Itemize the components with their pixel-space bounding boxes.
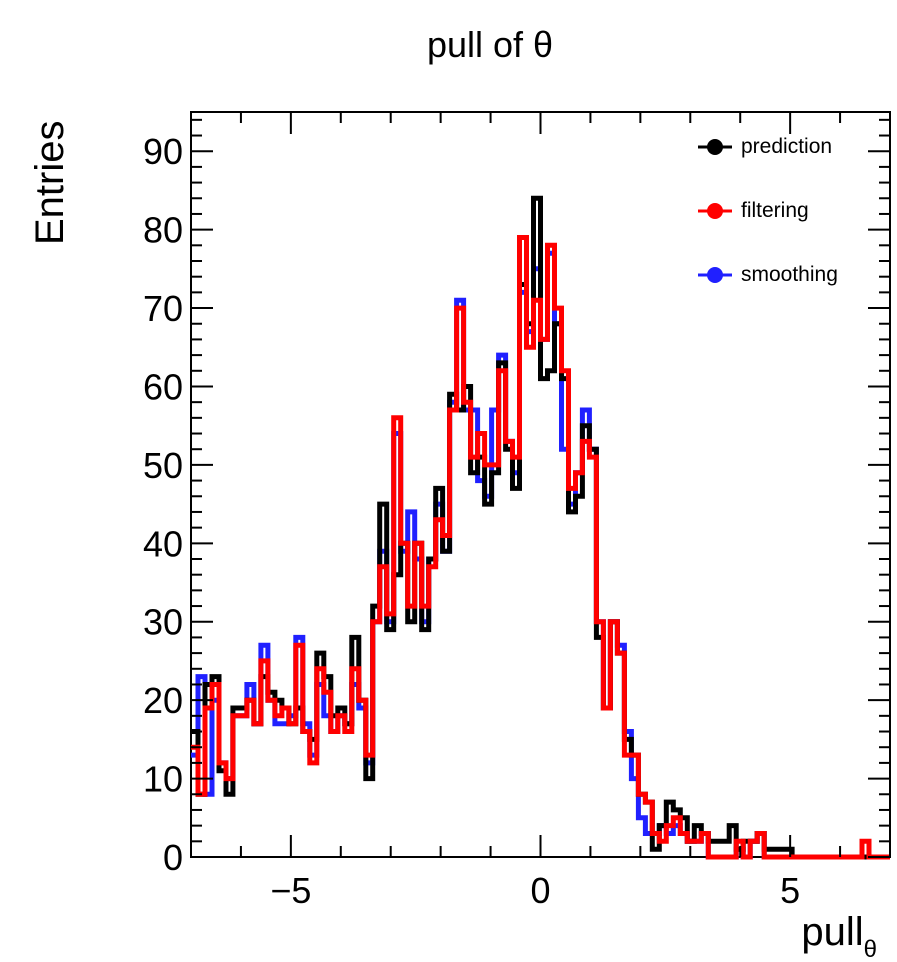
legend-prediction-label: prediction bbox=[741, 135, 832, 158]
legend: prediction filtering smoothing bbox=[698, 135, 838, 286]
legend-filtering-marker bbox=[707, 203, 723, 219]
histogram-layer bbox=[191, 195, 890, 860]
y-axis-label: Entries bbox=[28, 121, 72, 246]
x-axis-label-main: pull bbox=[801, 910, 863, 954]
x-tick-label: 5 bbox=[780, 870, 800, 911]
y-tick-label: 70 bbox=[143, 288, 183, 329]
chart-title: pull of θ bbox=[427, 24, 553, 65]
y-tick-label: 10 bbox=[143, 759, 183, 800]
x-axis-label: pullθ bbox=[801, 910, 877, 962]
series-prediction-line bbox=[191, 195, 890, 860]
legend-filtering-label: filtering bbox=[741, 199, 809, 222]
x-tick-label: −5 bbox=[270, 870, 311, 911]
y-tick-label: 90 bbox=[143, 131, 183, 172]
y-tick-label: 20 bbox=[143, 680, 183, 721]
series-filtering-line bbox=[191, 235, 890, 860]
y-tick-label: 80 bbox=[143, 210, 183, 251]
legend-smoothing-label: smoothing bbox=[741, 263, 838, 286]
y-tick-label: 40 bbox=[143, 523, 183, 564]
legend-prediction-marker bbox=[707, 139, 723, 155]
y-tick-label: 60 bbox=[143, 366, 183, 407]
x-axis-label-subscript: θ bbox=[864, 936, 877, 962]
y-tick-label: 0 bbox=[163, 837, 183, 878]
y-tick-label: 50 bbox=[143, 445, 183, 486]
legend-smoothing-marker bbox=[707, 267, 723, 283]
y-tick-label: 30 bbox=[143, 602, 183, 643]
x-tick-label: 0 bbox=[530, 870, 550, 911]
